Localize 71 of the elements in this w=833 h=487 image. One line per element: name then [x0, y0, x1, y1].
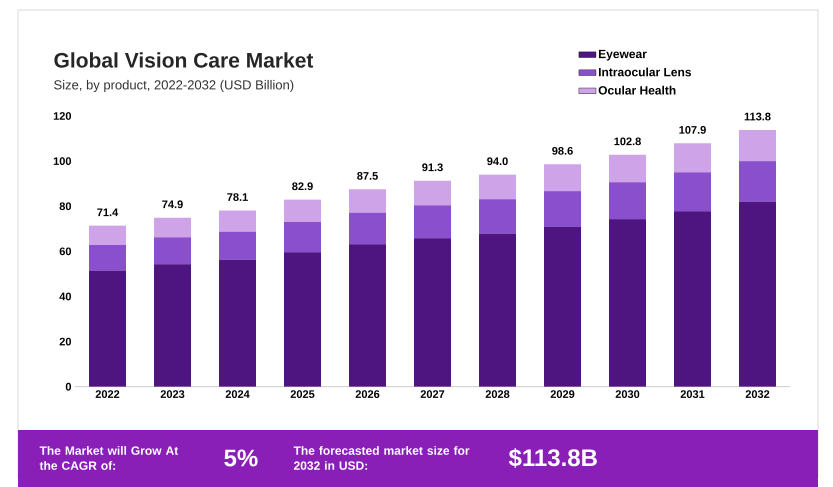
bar	[479, 199, 516, 234]
x-tick-label: 2025	[290, 390, 314, 398]
total-label: 91.3	[422, 163, 443, 172]
bar	[219, 232, 256, 260]
x-tick-label: 2031	[680, 390, 704, 398]
y-tick-label: 40	[59, 292, 72, 300]
chart-subtitle: Size, by product, 2022-2032 (USD Billion)	[54, 80, 294, 92]
y-tick-label: 60	[60, 247, 72, 256]
bar	[739, 202, 776, 387]
text: 5%	[224, 450, 258, 466]
y-tick-label: 100	[54, 157, 72, 166]
total-label: 113.8	[744, 112, 771, 120]
y-tick-label: 0	[66, 382, 72, 391]
bar	[284, 252, 322, 387]
bar	[609, 219, 646, 387]
bar	[284, 200, 322, 222]
bar	[219, 260, 256, 387]
x-tick-label: 2026	[356, 390, 380, 398]
bar	[479, 174, 516, 200]
bar	[414, 180, 452, 206]
bar	[89, 226, 126, 246]
bar	[284, 222, 322, 252]
y-tick-label: 80	[60, 202, 72, 210]
bar	[414, 205, 452, 238]
x-tick-label: 2032	[746, 390, 770, 398]
total-label: 82.9	[292, 182, 313, 190]
total-label: 74.9	[162, 200, 183, 208]
bar	[414, 238, 452, 387]
y-tick-label: 120	[54, 112, 72, 120]
bar	[349, 244, 386, 387]
legend-label: Ocular Health	[598, 86, 676, 95]
bar	[544, 164, 581, 192]
bar	[154, 264, 192, 387]
bar	[349, 212, 386, 244]
bar	[609, 154, 646, 182]
bar	[89, 270, 126, 387]
x-tick-label: 2029	[550, 390, 574, 398]
bar	[349, 189, 386, 213]
bar	[219, 210, 256, 232]
x-tick-label: 2022	[96, 390, 120, 398]
text: $113.8B	[508, 448, 597, 468]
bar	[739, 161, 776, 202]
bar	[479, 234, 516, 387]
total-label: 98.6	[552, 146, 573, 155]
total-label: 71.4	[97, 208, 118, 216]
bar	[89, 245, 126, 271]
total-label: 102.8	[614, 137, 641, 146]
total-label: 78.1	[227, 193, 248, 201]
total-label: 87.5	[357, 172, 378, 180]
x-tick-label: 2023	[160, 390, 184, 398]
legend-label: Eyewear	[598, 50, 647, 61]
chart-title: Global Vision Care Market	[54, 52, 314, 68]
bar	[674, 211, 711, 387]
legend-label: Intraocular Lens	[598, 68, 692, 76]
text: The forecasted market size for 2032 in USD:	[294, 446, 470, 470]
bar	[544, 191, 581, 227]
bar	[674, 143, 711, 172]
x-tick-label: 2024	[226, 390, 250, 398]
text: The Market will Grow At the CAGR of:	[40, 446, 178, 470]
bar	[739, 130, 776, 162]
x-tick-label: 2028	[486, 390, 510, 398]
bar	[674, 172, 711, 212]
total-label: 94.0	[487, 157, 508, 166]
y-tick-label: 20	[60, 338, 72, 346]
bar	[544, 226, 581, 387]
bar	[609, 182, 646, 220]
total-label: 107.9	[679, 126, 706, 134]
x-tick-label: 2030	[616, 390, 640, 398]
bar	[154, 218, 192, 238]
x-tick-label: 2027	[420, 390, 444, 398]
bar	[154, 237, 192, 264]
